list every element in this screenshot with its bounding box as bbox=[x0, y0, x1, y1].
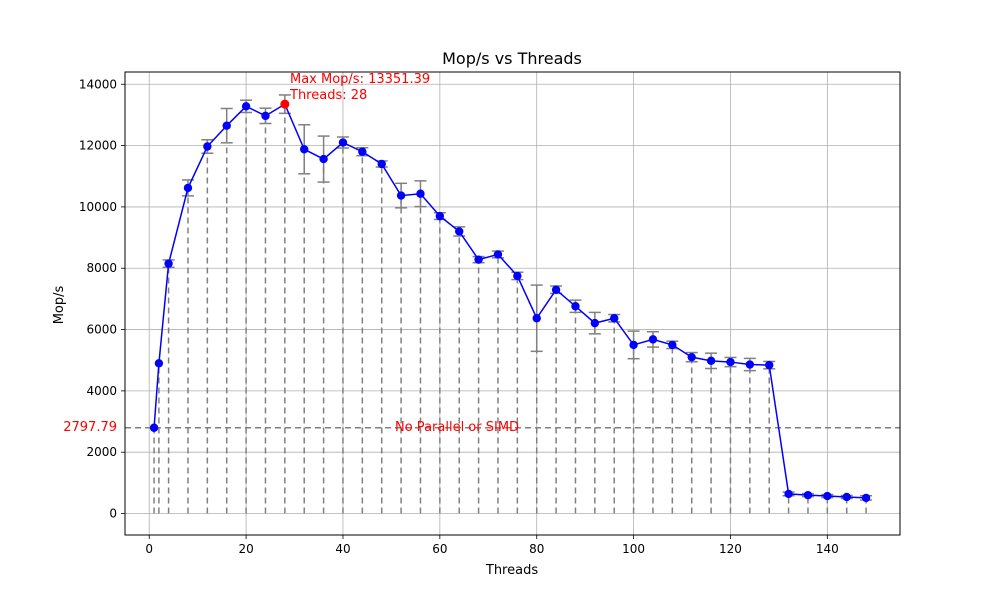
data-point bbox=[610, 314, 619, 323]
data-point bbox=[396, 191, 406, 200]
data-point bbox=[222, 121, 231, 130]
y-axis-label: Mop/s bbox=[52, 285, 67, 324]
y-tick-label: 10000 bbox=[79, 200, 117, 214]
max-point bbox=[280, 99, 290, 109]
data-point bbox=[784, 489, 793, 499]
data-point bbox=[551, 285, 561, 294]
y-tick-label: 14000 bbox=[79, 77, 117, 91]
data-point bbox=[823, 491, 832, 501]
y-tick-label: 0 bbox=[109, 507, 117, 521]
y-tick-label: 4000 bbox=[86, 384, 117, 398]
baseline-value-label: 2797.79 bbox=[63, 420, 117, 435]
data-point bbox=[513, 271, 522, 281]
data-point bbox=[648, 335, 658, 344]
data-point bbox=[203, 142, 212, 151]
series-group bbox=[149, 99, 871, 503]
data-point bbox=[687, 352, 696, 362]
baseline-text: No Parallel or SIMD bbox=[395, 420, 519, 435]
max-annotation-line2: Threads: 28 bbox=[289, 88, 367, 103]
data-point bbox=[474, 255, 483, 264]
data-point bbox=[358, 147, 367, 156]
x-tick-label: 0 bbox=[145, 542, 153, 556]
y-ticks: 0 2000 4000 6000 8000 10000 12000 14000 bbox=[79, 77, 125, 521]
data-point bbox=[803, 490, 813, 500]
data-point bbox=[745, 360, 755, 369]
x-tick-label: 20 bbox=[238, 542, 253, 556]
x-axis-label: Threads bbox=[485, 563, 538, 578]
data-point bbox=[377, 159, 386, 169]
y-tick-label: 6000 bbox=[86, 323, 117, 337]
data-point bbox=[532, 314, 541, 323]
x-tick-label: 80 bbox=[529, 542, 544, 556]
data-point bbox=[590, 318, 600, 328]
data-point bbox=[154, 359, 164, 368]
data-point bbox=[455, 227, 464, 236]
max-annotation-line1: Max Mop/s: 13351.39 bbox=[290, 72, 430, 87]
data-point bbox=[668, 340, 677, 350]
data-point bbox=[183, 183, 193, 193]
plot-frame bbox=[124, 71, 901, 536]
data-point bbox=[629, 340, 638, 350]
data-point bbox=[842, 492, 851, 502]
annotations: Max Mop/s: 13351.39 Threads: 28 2797.79 … bbox=[63, 72, 519, 435]
data-point bbox=[706, 356, 716, 366]
data-point bbox=[164, 259, 173, 268]
data-point bbox=[726, 357, 735, 367]
data-point bbox=[765, 360, 774, 370]
x-tick-label: 40 bbox=[335, 542, 350, 556]
data-point bbox=[416, 189, 425, 198]
data-point bbox=[300, 145, 309, 154]
data-point bbox=[338, 138, 348, 147]
x-tick-label: 100 bbox=[622, 542, 645, 556]
data-point bbox=[435, 211, 445, 221]
series-line bbox=[153, 103, 867, 499]
grid bbox=[125, 72, 900, 535]
y-tick-label: 8000 bbox=[86, 261, 117, 275]
data-point bbox=[149, 423, 159, 432]
axes-frame bbox=[124, 71, 901, 536]
chart-title: Mop/s vs Threads bbox=[442, 49, 582, 68]
data-point bbox=[571, 302, 580, 311]
data-point bbox=[319, 154, 328, 164]
data-point bbox=[261, 111, 270, 121]
data-point bbox=[861, 493, 871, 503]
x-ticks: 0 20 40 60 80 100 120 140 bbox=[145, 535, 839, 556]
data-point bbox=[241, 102, 251, 111]
x-tick-label: 60 bbox=[432, 542, 447, 556]
x-tick-label: 120 bbox=[719, 542, 742, 556]
data-point bbox=[493, 250, 503, 259]
y-tick-label: 12000 bbox=[79, 139, 117, 153]
y-tick-label: 2000 bbox=[86, 445, 117, 459]
x-tick-label: 140 bbox=[816, 542, 839, 556]
